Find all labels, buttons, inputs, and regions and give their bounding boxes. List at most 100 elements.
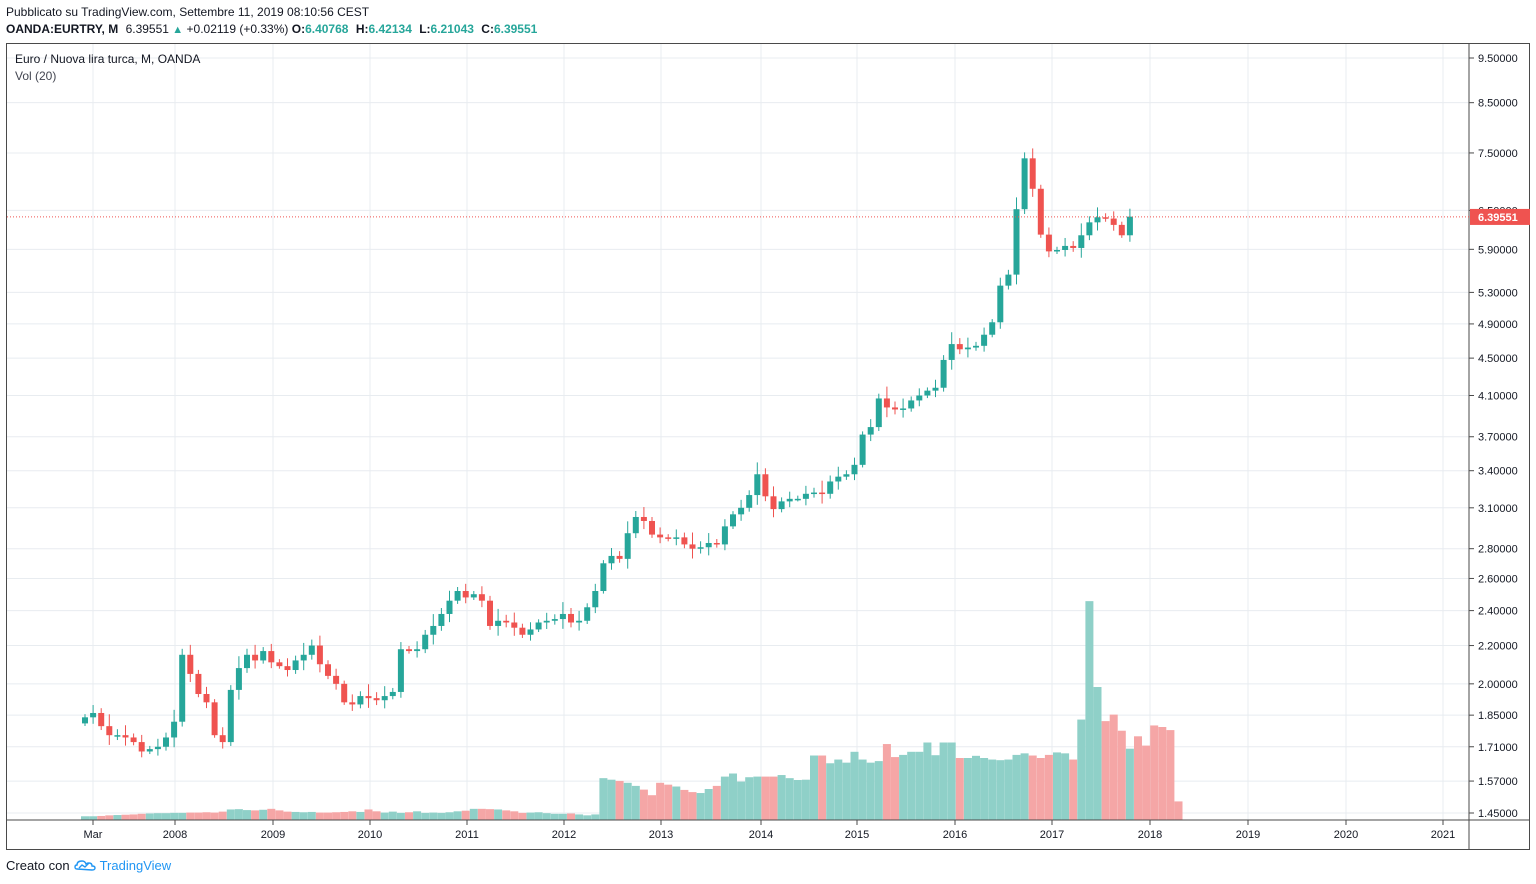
volume-bar	[518, 812, 527, 820]
y-tick-label: 3.40000	[1478, 466, 1518, 478]
candles	[82, 148, 1133, 758]
volume-bar	[1158, 727, 1167, 820]
volume-bar	[413, 811, 422, 820]
tradingview-logo-icon	[73, 860, 96, 871]
candle-body	[794, 498, 801, 501]
candle-body	[179, 654, 186, 722]
volume-bar	[251, 810, 260, 820]
candle-body	[932, 387, 939, 391]
candle-body	[640, 516, 647, 521]
volume-bar	[712, 785, 721, 820]
volume-bar	[396, 812, 405, 820]
candle-body	[357, 696, 364, 705]
candle-body	[300, 654, 307, 661]
volume-bar	[769, 776, 778, 820]
volume-bar	[1093, 687, 1102, 820]
volume-bar	[137, 813, 146, 820]
x-tick-label: 2011	[455, 829, 479, 841]
x-tick-label: 2008	[163, 829, 187, 841]
axes: 9.500008.500007.500006.500005.900005.300…	[7, 44, 1530, 850]
chart-frame[interactable]	[6, 43, 1530, 850]
chart-legend-title: Euro / Nuova lira turca, M, OANDA	[15, 52, 201, 66]
volume-bar	[1150, 725, 1159, 820]
volume-bar	[777, 775, 786, 820]
volume-bar	[259, 809, 268, 820]
y-tick-label: 1.71000	[1478, 742, 1518, 754]
volume-bar	[542, 813, 551, 820]
candle-body	[778, 501, 785, 510]
candle-body	[956, 344, 963, 350]
volume-bar	[980, 758, 989, 820]
volume-bar	[315, 812, 324, 820]
candle-body	[786, 498, 793, 502]
volume-bar	[1101, 721, 1110, 820]
candle-body	[1062, 245, 1069, 251]
grid	[7, 44, 1469, 820]
candle-body	[592, 591, 599, 608]
candle-body	[867, 427, 874, 435]
volume-bar	[923, 742, 932, 820]
candle-body	[1078, 235, 1085, 248]
tradingview-link[interactable]: TradingView	[99, 858, 172, 873]
candle-body	[252, 654, 259, 661]
candle-body	[333, 675, 340, 684]
candle-body	[211, 702, 218, 736]
volume-bar	[275, 810, 284, 820]
volume-bar	[575, 814, 584, 820]
y-tick-label: 4.10000	[1478, 391, 1518, 403]
candle-body	[738, 507, 745, 515]
candle-body	[535, 622, 542, 630]
candle-body	[98, 712, 105, 727]
candle-body	[543, 620, 550, 623]
candle-body	[827, 481, 834, 494]
y-tick-label: 2.00000	[1478, 679, 1518, 691]
volume-bar	[753, 776, 762, 820]
candle-body	[859, 434, 866, 465]
candle-body	[308, 645, 315, 655]
x-tick-label: 2012	[552, 829, 576, 841]
x-tick-label: 2020	[1334, 829, 1358, 841]
x-tick-label: Mar	[84, 829, 103, 841]
up-arrow-icon: ▲	[172, 24, 184, 36]
candle-body	[495, 620, 502, 626]
candle-body	[244, 654, 250, 669]
symbol-ohlc-line: OANDA:EURTRY, M 6.39551 ▲ +0.02119 (+0.3…	[6, 22, 541, 36]
footer: Creato con TradingView	[6, 858, 171, 873]
candle-body	[373, 698, 380, 701]
volume-bar	[534, 812, 543, 820]
candle-body	[568, 613, 574, 623]
y-tick-label: 4.90000	[1478, 319, 1518, 331]
candle-body	[138, 742, 145, 752]
candle-body	[1102, 217, 1109, 219]
volume-bar	[405, 812, 413, 820]
volume-bar	[1174, 801, 1183, 820]
candle-body	[843, 474, 850, 477]
volume-bar	[1134, 736, 1142, 820]
publication-info: Pubblicato su TradingView.com, Settembre…	[6, 5, 370, 19]
volume-legend: Vol (20)	[15, 69, 57, 83]
y-tick-label: 1.45000	[1478, 808, 1518, 820]
close-value: 6.39551	[493, 22, 538, 36]
volume-bar	[955, 758, 964, 820]
candle-body	[892, 407, 898, 410]
x-tick-label: 2015	[845, 829, 869, 841]
volume-bar	[388, 811, 397, 820]
candle-body	[130, 737, 137, 743]
symbol-label[interactable]: OANDA:EURTRY, M	[6, 22, 119, 36]
volume-bar	[1061, 753, 1070, 820]
volume-bar	[380, 812, 389, 820]
candle-body	[292, 660, 299, 671]
candle-body	[964, 347, 971, 350]
candle-body	[802, 493, 809, 499]
volume-bar	[437, 812, 446, 820]
candle-body	[284, 666, 291, 671]
x-tick-label: 2013	[649, 829, 673, 841]
candle-body	[82, 717, 88, 724]
candle-body	[551, 619, 558, 621]
volume-bar	[891, 757, 899, 820]
candle-body	[122, 735, 129, 738]
volume-bar	[680, 789, 689, 820]
volume-bar	[162, 813, 170, 820]
volume-bar	[210, 812, 219, 820]
